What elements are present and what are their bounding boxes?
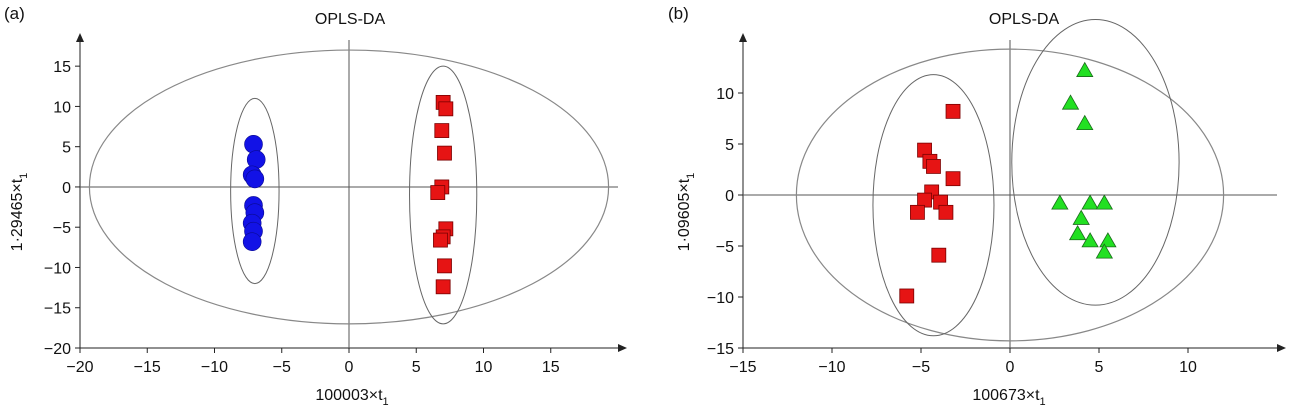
data-point-triangle xyxy=(1099,232,1117,248)
data-point-circle xyxy=(244,134,263,154)
data-point-triangle xyxy=(1076,114,1094,131)
group-ellipse-triangle xyxy=(1011,19,1180,306)
data-point-circle xyxy=(242,232,262,252)
scatter-plot-b: −15 −10 −5 0 5 10 −15 −10 −5 0 5 10 OPLS-DA 100673×t1… xyxy=(676,11,1286,408)
data-point-triangle xyxy=(1081,194,1099,210)
y-tick-label: 10 xyxy=(716,86,734,103)
y-axis-arrow xyxy=(76,33,84,42)
data-point-triangle xyxy=(1081,232,1099,248)
x-axis-arrow xyxy=(618,344,627,352)
data-point-square xyxy=(926,159,941,174)
x-tick-label: −10 xyxy=(818,359,845,376)
x-axis-label: 100673×t1 xyxy=(972,387,1045,408)
x-tick-label: 0 xyxy=(1006,359,1015,376)
scatter-plot-a: −20 −15 −10 −5 0 5 10 15 −20 −15 −10 −5 0 5 10 15 OPLS-D… xyxy=(9,11,627,408)
y-tick-label: 10 xyxy=(53,99,71,116)
data-point-square xyxy=(910,204,925,220)
data-point-triangle xyxy=(1095,194,1114,210)
y-axis-label: 1·09605×t1 xyxy=(676,173,697,252)
data-point-square xyxy=(945,171,961,187)
y-tick-label: 15 xyxy=(53,59,71,76)
y-axis-arrow xyxy=(739,33,747,42)
y-tick-label: 0 xyxy=(62,180,71,197)
panel-a: (a) −20 −15 −10 −5 0 5 10 15 −20 −15 −10 −5 0 5 10 15 OP… xyxy=(4,4,627,408)
y-tick-label: −15 xyxy=(707,341,734,358)
data-point-square xyxy=(945,103,961,119)
data-point-square xyxy=(437,258,452,274)
panel-a-label: (a) xyxy=(4,4,25,23)
group-ellipse-square xyxy=(409,65,478,325)
x-tick-label: 0 xyxy=(345,359,354,376)
x-tick-label: 15 xyxy=(542,359,560,376)
data-point-square xyxy=(435,279,451,295)
panel-b: (b) −15 −10 −5 0 5 10 −15 −10 −5 0 5 10 OPLS-DA 10067… xyxy=(647,0,1294,414)
group-ellipse-square xyxy=(872,74,995,337)
data-point-triangle xyxy=(1068,224,1087,241)
data-point-triangle xyxy=(1061,94,1080,110)
data-point-square xyxy=(938,204,954,220)
confidence-ellipse xyxy=(88,49,610,325)
x-axis-arrow xyxy=(1277,344,1286,352)
y-tick-label: −10 xyxy=(44,260,71,277)
confidence-ellipse xyxy=(795,48,1225,342)
chart-title: OPLS-DA xyxy=(315,11,386,28)
x-tick-label: 10 xyxy=(475,359,493,376)
data-point-triangle xyxy=(1051,194,1069,210)
y-tick-label: −5 xyxy=(53,220,71,237)
x-tick-label: −20 xyxy=(66,359,93,376)
y-tick-label: 5 xyxy=(725,137,734,154)
panel-b-label: (b) xyxy=(668,4,689,23)
y-tick-label: −15 xyxy=(44,301,71,318)
group-ellipse-circle xyxy=(230,97,280,285)
x-tick-label: −10 xyxy=(201,359,228,376)
y-tick-label: −10 xyxy=(707,290,734,307)
data-point-triangle xyxy=(1072,209,1090,225)
data-point-triangle xyxy=(1095,243,1114,259)
data-point-triangle xyxy=(1076,61,1094,77)
y-tick-label: −20 xyxy=(44,341,71,358)
x-axis-label: 100003×t1 xyxy=(315,387,388,408)
y-tick-label: 0 xyxy=(725,188,734,205)
x-tick-label: 5 xyxy=(412,359,421,376)
x-tick-label: −15 xyxy=(134,359,161,376)
x-tick-label: −5 xyxy=(273,359,291,376)
y-tick-label: −5 xyxy=(716,239,734,256)
data-point-square xyxy=(433,232,448,248)
x-tick-label: 10 xyxy=(1179,359,1197,376)
y-tick-label: 5 xyxy=(62,140,71,157)
data-point-square xyxy=(430,185,446,200)
x-tick-label: 5 xyxy=(1095,359,1104,376)
data-point-square xyxy=(437,145,452,161)
data-point-square xyxy=(899,288,915,304)
data-point-circle xyxy=(245,169,265,189)
x-tick-label: −15 xyxy=(729,359,756,376)
data-point-square xyxy=(434,123,450,138)
x-tick-label: −5 xyxy=(912,359,930,376)
data-point-square xyxy=(931,247,947,263)
y-axis-label: 1·29465×t1 xyxy=(9,173,30,252)
chart-title: OPLS-DA xyxy=(989,11,1060,28)
data-point-square xyxy=(438,101,454,117)
